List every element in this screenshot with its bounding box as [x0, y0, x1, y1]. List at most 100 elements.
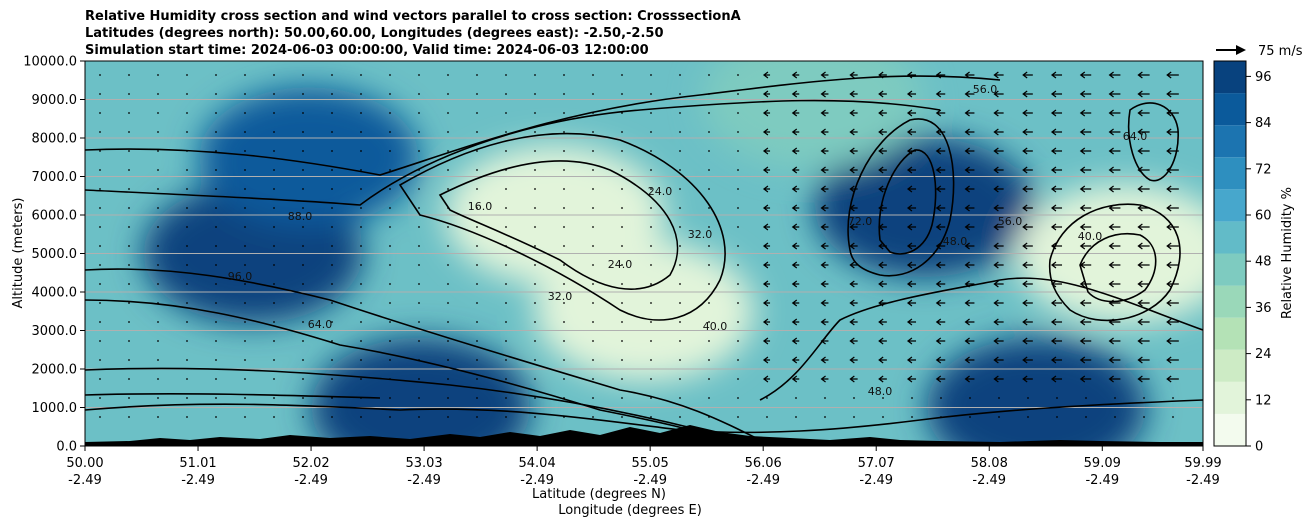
wind-vector-497 — [186, 321, 188, 323]
wind-vector-17 — [592, 74, 594, 76]
wind-vector-442 — [791, 280, 800, 288]
wind-vector-631 — [762, 375, 771, 383]
wind-vector-552 — [679, 340, 681, 342]
wind-vector-237 — [360, 188, 362, 190]
wind-vector-524 — [964, 318, 975, 326]
wind-vector-259 — [993, 185, 1004, 193]
wind-vector-633 — [820, 375, 829, 383]
wind-vector-172 — [679, 150, 681, 152]
wind-vector-684 — [99, 416, 101, 418]
wind-vector-417 — [1166, 261, 1179, 269]
wind-vector-253 — [820, 185, 829, 193]
wind-vector-54 — [563, 93, 565, 95]
wind-vector-416 — [1137, 261, 1150, 269]
wind-vector-370 — [906, 242, 917, 250]
wind-vector-499 — [244, 321, 246, 323]
wind-vector-670 — [795, 397, 797, 399]
wind-vector-77 — [128, 112, 130, 114]
contour-line-6 — [438, 160, 679, 290]
wind-vector-539 — [302, 340, 304, 342]
wind-vector-423 — [244, 283, 246, 285]
wind-vector-184 — [1022, 147, 1033, 155]
colorbar-tick-label-2: 24 — [1255, 347, 1272, 362]
wind-vector-213 — [762, 166, 771, 174]
wind-vector-262 — [1079, 185, 1092, 193]
wind-vector-669 — [766, 397, 768, 399]
wind-vector-225 — [1108, 166, 1121, 174]
wind-vector-25 — [820, 71, 829, 79]
wind-vector-96 — [679, 112, 681, 114]
wind-vector-377 — [1108, 242, 1121, 250]
x-tick-label-lat-10: 59.99 — [1184, 456, 1221, 471]
wind-vector-323 — [650, 226, 652, 228]
wind-vector-265 — [1166, 185, 1179, 193]
wind-vector-61 — [762, 90, 771, 98]
wind-vectors — [99, 71, 1179, 418]
wind-vector-13 — [476, 74, 478, 76]
wind-vector-247 — [650, 188, 652, 190]
wind-vector-495 — [128, 321, 130, 323]
x-tick-label-lon-4: -2.49 — [520, 473, 554, 488]
x-tick-label-lon-6: -2.49 — [746, 473, 780, 488]
wind-vector-461 — [244, 302, 246, 304]
wind-vector-562 — [964, 337, 975, 345]
wind-vector-436 — [621, 283, 623, 285]
wind-vector-634 — [849, 375, 858, 383]
wind-vector-260 — [1022, 185, 1033, 193]
wind-vector-378 — [1137, 242, 1150, 250]
wind-vector-537 — [244, 340, 246, 342]
wind-vector-689 — [244, 416, 246, 418]
wind-vector-153 — [128, 150, 130, 152]
wind-vector-179 — [878, 147, 887, 155]
wind-vector-344 — [157, 245, 159, 247]
wind-vector-98 — [737, 112, 739, 114]
wind-vector-119 — [244, 131, 246, 133]
wind-vector-620 — [447, 378, 449, 380]
wind-vector-320 — [563, 226, 565, 228]
wind-vector-73 — [1108, 90, 1121, 98]
wind-vector-342 — [99, 245, 101, 247]
wind-vector-315 — [418, 226, 420, 228]
wind-vector-651 — [244, 397, 246, 399]
wind-vector-233 — [244, 188, 246, 190]
wind-vector-236 — [331, 188, 333, 190]
wind-vector-298 — [1022, 204, 1033, 212]
colorbar-band-10 — [1214, 93, 1246, 126]
wind-vector-137 — [762, 128, 771, 136]
wind-vector-690 — [273, 416, 275, 418]
wind-vector-113 — [1166, 109, 1179, 117]
wind-vector-579 — [360, 359, 362, 361]
wind-vector-471 — [534, 302, 536, 304]
wind-vector-538 — [273, 340, 275, 342]
wind-vector-276 — [389, 207, 391, 209]
wind-vector-115 — [128, 131, 130, 133]
wind-vector-202 — [447, 169, 449, 171]
wind-vector-200 — [389, 169, 391, 171]
wind-vector-335 — [993, 223, 1004, 231]
wind-vector-227 — [1166, 166, 1179, 174]
wind-vector-111 — [1108, 109, 1121, 117]
wind-vector-706 — [737, 416, 739, 418]
wind-vector-254 — [849, 185, 858, 193]
wind-vector-541 — [360, 340, 362, 342]
wind-vector-275 — [360, 207, 362, 209]
wind-vector-360 — [621, 245, 623, 247]
colorbar-band-6 — [1214, 221, 1246, 254]
wind-vector-224 — [1079, 166, 1092, 174]
wind-vector-198 — [331, 169, 333, 171]
wind-vector-584 — [505, 359, 507, 361]
wind-vector-450 — [1022, 280, 1033, 288]
wind-vector-85 — [360, 112, 362, 114]
wind-vector-331 — [878, 223, 887, 231]
wind-vector-229 — [128, 188, 130, 190]
wind-vector-337 — [1050, 223, 1063, 231]
wind-vector-593 — [762, 356, 771, 364]
wind-vector-487 — [993, 299, 1004, 307]
wind-vector-146 — [1022, 128, 1033, 136]
wind-vector-602 — [1022, 356, 1033, 364]
wind-vector-586 — [563, 359, 565, 361]
wind-vector-294 — [906, 204, 917, 212]
wind-vector-610 — [157, 378, 159, 380]
wind-vector-643 — [1108, 375, 1121, 383]
wind-vector-219 — [935, 166, 946, 174]
